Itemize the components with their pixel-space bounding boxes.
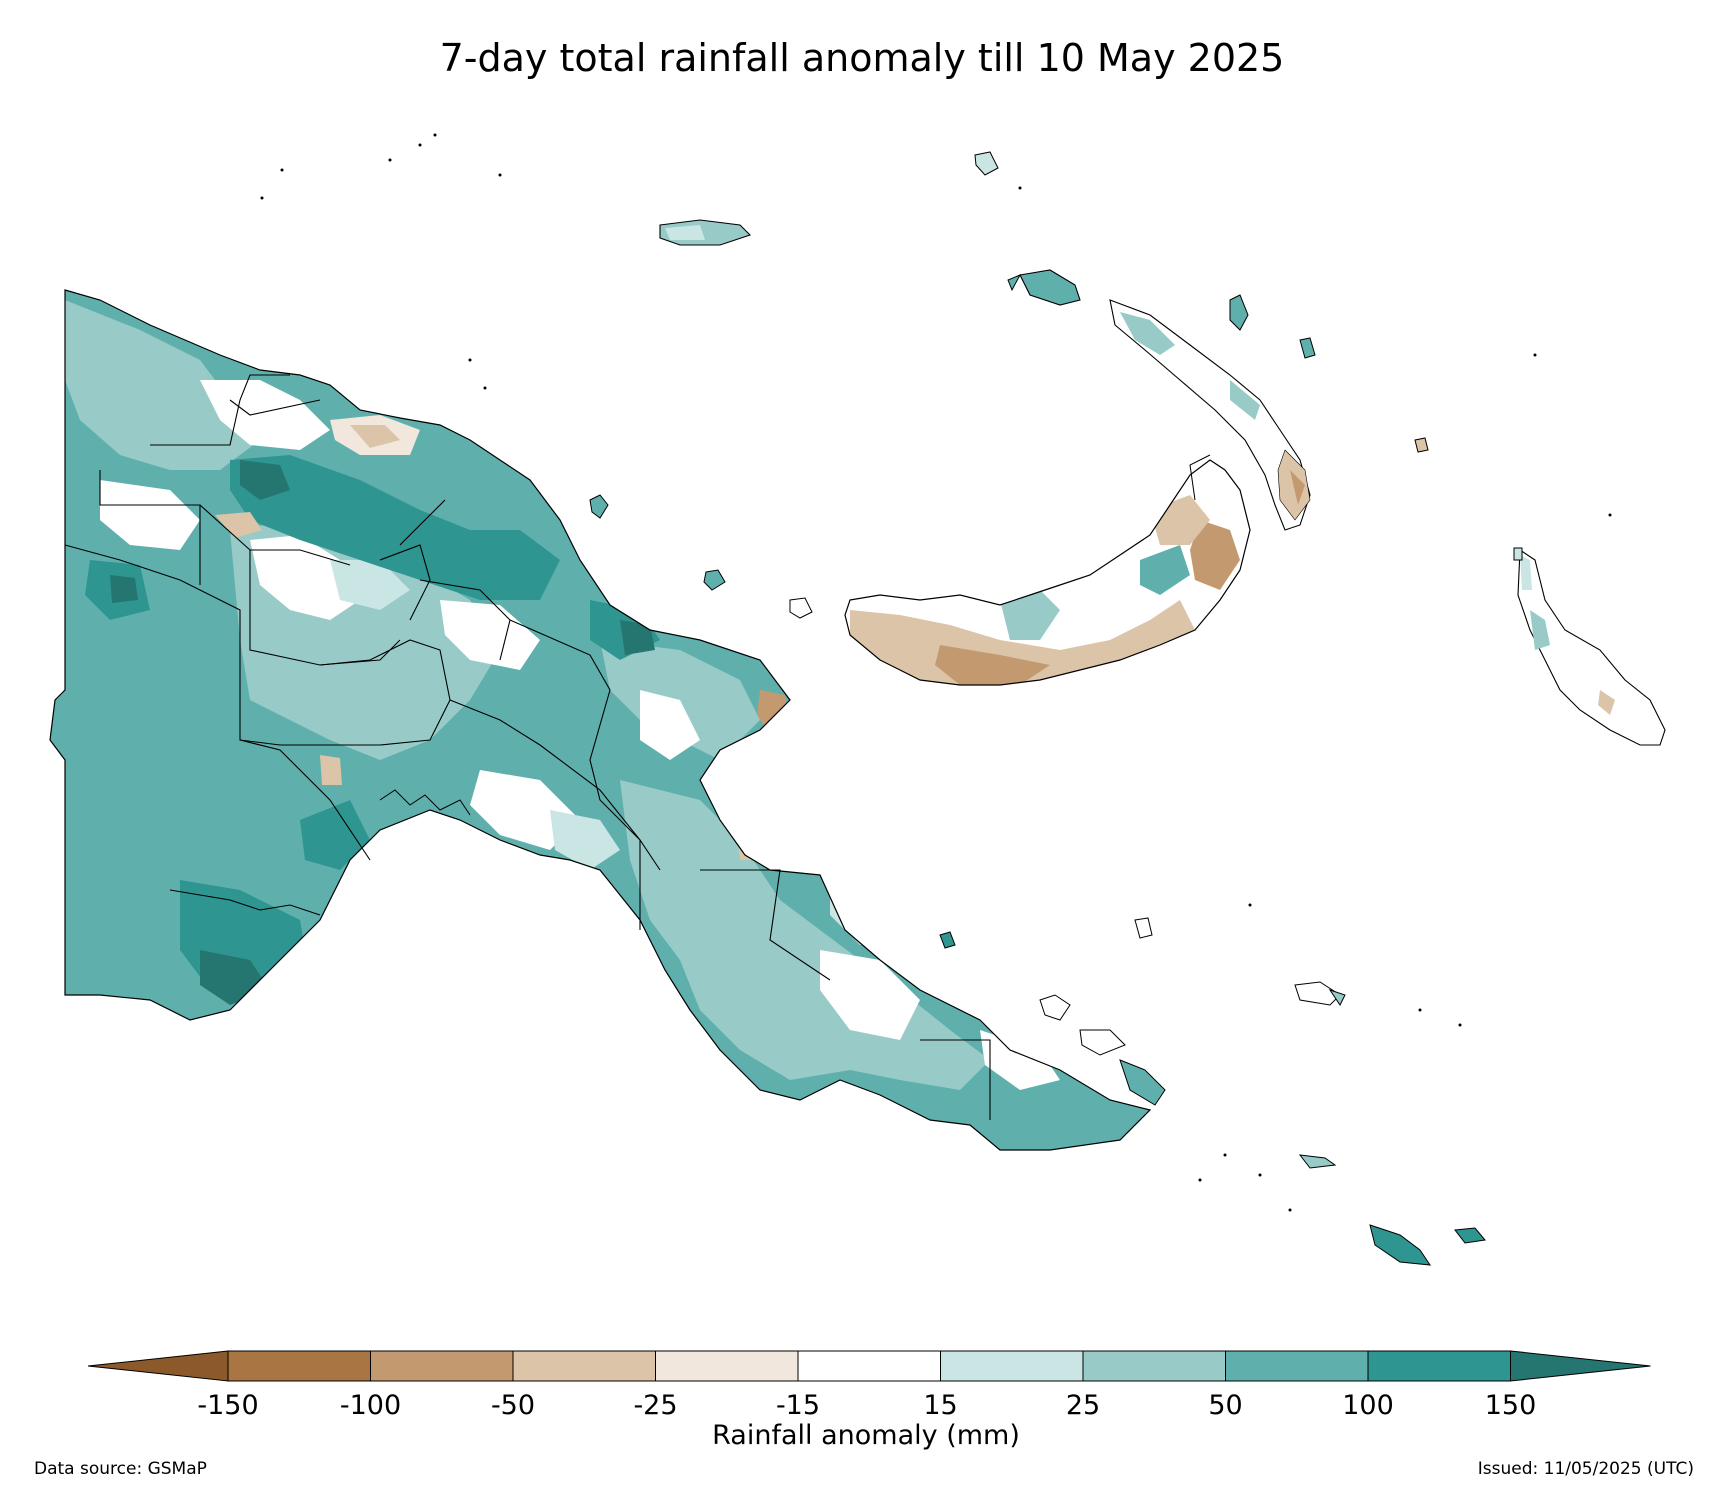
- anomaly-near-zero-4: [440, 600, 540, 670]
- colorbar-extend-low: [87, 1350, 229, 1382]
- south-delta: [379, 789, 471, 816]
- anomaly-near-zero-2: [100, 480, 200, 550]
- colorbar-tick-label: -15: [776, 1390, 820, 1421]
- new-ireland: [1109, 299, 1311, 531]
- data-source-note: Data source: GSMaP: [34, 1459, 207, 1479]
- colorbar-cells: [87, 1350, 1651, 1382]
- anomaly-dry-north-2: [350, 425, 400, 448]
- anomaly-100-150-delta: [300, 800, 370, 870]
- colorbar-label: Rainfall anomaly (mm): [712, 1420, 1020, 1451]
- colorbar-cell: [227, 1350, 371, 1382]
- colorbar-cell: [797, 1350, 941, 1382]
- colorbar-cell: [1367, 1350, 1511, 1382]
- island-dots: [260, 133, 1612, 1212]
- anomaly-near-zero-3: [250, 535, 360, 620]
- anomaly-near-zero-7: [640, 690, 700, 760]
- colorbar-tick-label: 25: [1066, 1390, 1100, 1421]
- new-hanover: [1019, 269, 1081, 306]
- buka: [1513, 547, 1523, 561]
- nb-dry-east: [1190, 520, 1240, 590]
- anomaly-dry-south-1: [320, 755, 342, 785]
- nb-wet-center: [1000, 590, 1060, 640]
- issued-note: Issued: 11/05/2025 (UTC): [1477, 1459, 1694, 1479]
- anomaly-dry-central-1: [215, 512, 262, 538]
- anomaly-near-zero-1: [200, 380, 330, 450]
- colorbar-extend-high: [1510, 1350, 1651, 1382]
- manus: [659, 219, 752, 246]
- anomaly-25-50-southeast: [620, 780, 990, 1090]
- colorbar-tick-label: -150: [197, 1390, 258, 1421]
- colorbar-tick-label: 15: [923, 1390, 957, 1421]
- colorbar-cell: [370, 1350, 514, 1382]
- colorbar: -150 -100 -50 -25 -15 15 25 50 100 150 Rainfall a…: [87, 1350, 1651, 1451]
- colorbar-tick-label: -50: [491, 1390, 535, 1421]
- small-islands: [589, 151, 1486, 1266]
- nb-dry-core: [935, 645, 1050, 685]
- anomaly-near-zero-8: [980, 1030, 1060, 1090]
- anomaly-150-plus-4: [110, 575, 138, 603]
- province-boundaries: [64, 374, 991, 1120]
- fly-river-mouth: [169, 889, 321, 916]
- anomaly-100-150-north: [230, 455, 560, 600]
- mainland-outline: [49, 289, 1152, 1151]
- colorbar-cell: [512, 1350, 656, 1382]
- colorbar-tick-label: 50: [1208, 1390, 1242, 1421]
- anomaly-25-50-north: [65, 300, 260, 470]
- colorbar-cell: [1082, 1350, 1226, 1382]
- new-britain: [844, 454, 1251, 686]
- colorbar-tick-label: -100: [340, 1390, 401, 1421]
- mainland-png: [49, 289, 1152, 1151]
- colorbar-cell: [655, 1350, 799, 1382]
- anomaly-150-plus-1: [240, 460, 290, 500]
- colorbar-cell: [940, 1350, 1084, 1382]
- colorbar-tick-label: 150: [1485, 1390, 1537, 1421]
- map-title: 7-day total rainfall anomaly till 10 May…: [439, 36, 1285, 80]
- colorbar-tick-label: 100: [1342, 1390, 1394, 1421]
- colorbar-cell: [1225, 1350, 1369, 1382]
- colorbar-tick-labels: -150 -100 -50 -25 -15 15 25 50 100 150: [197, 1390, 1536, 1421]
- colorbar-tick-label: -25: [633, 1390, 677, 1421]
- anomaly-near-zero-6: [820, 950, 920, 1040]
- bougainville: [1517, 549, 1666, 746]
- anomaly-15-25-1: [550, 810, 620, 870]
- nb-wet-north: [1140, 545, 1190, 595]
- anomaly-15-25-3: [330, 560, 410, 610]
- anomaly-150-plus-3: [620, 620, 655, 655]
